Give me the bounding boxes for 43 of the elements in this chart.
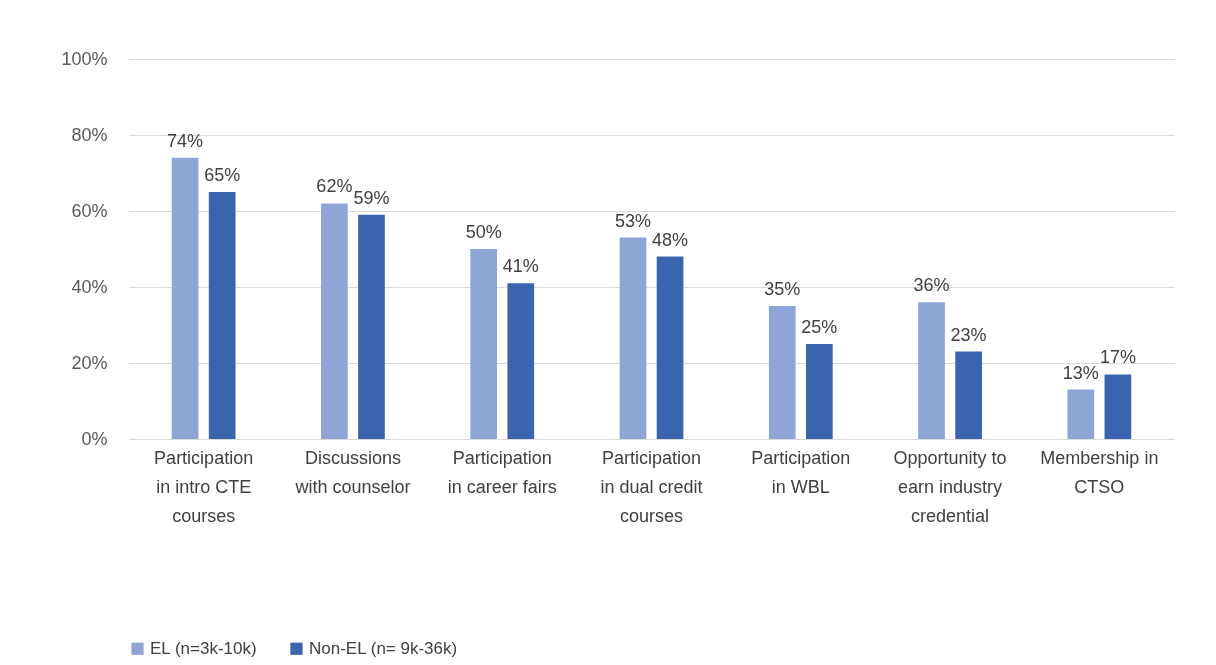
data-label: 48%: [652, 229, 689, 250]
x-tick-label: Discussions with counselor: [294, 447, 411, 497]
data-label: 53%: [614, 210, 651, 231]
data-label: 36%: [913, 275, 950, 296]
y-tick-label: 40%: [71, 276, 108, 297]
bar: [955, 351, 982, 439]
data-label: 50%: [465, 222, 502, 242]
data-label: 65%: [204, 165, 241, 185]
y-tick-label: 60%: [71, 200, 108, 221]
bar: [171, 157, 199, 439]
y-tick-label: 80%: [71, 124, 108, 145]
data-label: 59%: [353, 187, 390, 208]
x-tick-label: Participation in dual credit courses: [600, 447, 703, 526]
data-label: 17%: [1099, 347, 1136, 368]
data-label: 25%: [801, 317, 838, 337]
data-label: 41%: [502, 256, 539, 277]
data-label: 13%: [1062, 362, 1099, 383]
bar: [918, 302, 945, 439]
y-tick-label: 0%: [81, 428, 108, 449]
bar: [1067, 389, 1095, 439]
y-tick-label: 100%: [61, 48, 108, 69]
legend-label: Non-EL (n= 9k-36k): [309, 638, 458, 658]
bar: [507, 283, 535, 439]
legend-label: EL (n=3k-10k): [150, 638, 257, 658]
x-tick-label: Membership in CTSO: [1040, 447, 1159, 497]
bar: [321, 203, 348, 439]
y-tick-label: 20%: [71, 352, 108, 373]
x-tick-label: Participation in career fairs: [447, 447, 557, 497]
x-tick-label: Participation in intro CTE courses: [154, 447, 254, 526]
data-label: 62%: [316, 176, 353, 197]
data-label: 23%: [950, 324, 987, 345]
x-tick-label: Opportunity to earn industry credential: [893, 447, 1007, 526]
bar: [358, 214, 385, 439]
x-tick-label: Participation in WBL: [751, 447, 851, 497]
bar: [470, 249, 498, 439]
bar: [208, 192, 236, 439]
data-label: 74%: [167, 130, 204, 151]
bar: [805, 344, 833, 439]
data-label: 35%: [764, 279, 801, 299]
bar: [656, 256, 684, 439]
bar: [1104, 374, 1132, 439]
bar: [768, 306, 796, 439]
bar: [619, 237, 647, 439]
